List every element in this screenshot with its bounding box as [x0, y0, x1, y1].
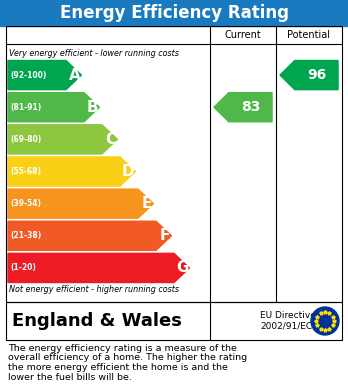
Text: 83: 83	[241, 100, 260, 114]
Circle shape	[311, 307, 339, 335]
Text: (69-80): (69-80)	[10, 135, 41, 144]
Text: G: G	[176, 260, 188, 275]
Text: the more energy efficient the home is and the: the more energy efficient the home is an…	[8, 363, 228, 372]
Text: Very energy efficient - lower running costs: Very energy efficient - lower running co…	[9, 49, 179, 58]
Text: Not energy efficient - higher running costs: Not energy efficient - higher running co…	[9, 285, 179, 294]
Text: (81-91): (81-91)	[10, 103, 41, 112]
Text: lower the fuel bills will be.: lower the fuel bills will be.	[8, 373, 132, 382]
Text: Current: Current	[224, 30, 261, 40]
Text: (55-68): (55-68)	[10, 167, 41, 176]
Text: England & Wales: England & Wales	[12, 312, 182, 330]
Text: overall efficiency of a home. The higher the rating: overall efficiency of a home. The higher…	[8, 353, 247, 362]
Polygon shape	[8, 157, 135, 186]
Text: The energy efficiency rating is a measure of the: The energy efficiency rating is a measur…	[8, 344, 237, 353]
Text: D: D	[122, 164, 134, 179]
Polygon shape	[214, 93, 272, 122]
Polygon shape	[8, 93, 100, 122]
Text: EU Directive
2002/91/EC: EU Directive 2002/91/EC	[260, 311, 316, 331]
Text: (92-100): (92-100)	[10, 70, 46, 80]
Bar	[0, 0, 348, 26]
Polygon shape	[280, 61, 338, 90]
Polygon shape	[8, 189, 153, 218]
Text: 96: 96	[307, 68, 326, 82]
Text: A: A	[69, 68, 80, 83]
Text: F: F	[160, 228, 171, 243]
Polygon shape	[8, 221, 172, 250]
Text: Energy Efficiency Rating: Energy Efficiency Rating	[60, 4, 288, 22]
Text: (1-20): (1-20)	[10, 264, 36, 273]
Polygon shape	[8, 61, 81, 90]
Polygon shape	[8, 253, 189, 283]
Bar	[6, 26, 342, 302]
Text: (21-38): (21-38)	[10, 231, 41, 240]
Text: (39-54): (39-54)	[10, 199, 41, 208]
Text: B: B	[87, 100, 98, 115]
Polygon shape	[8, 125, 117, 154]
Text: E: E	[142, 196, 152, 211]
Text: Potential: Potential	[287, 30, 331, 40]
Bar	[6, 302, 342, 340]
Text: C: C	[105, 132, 117, 147]
